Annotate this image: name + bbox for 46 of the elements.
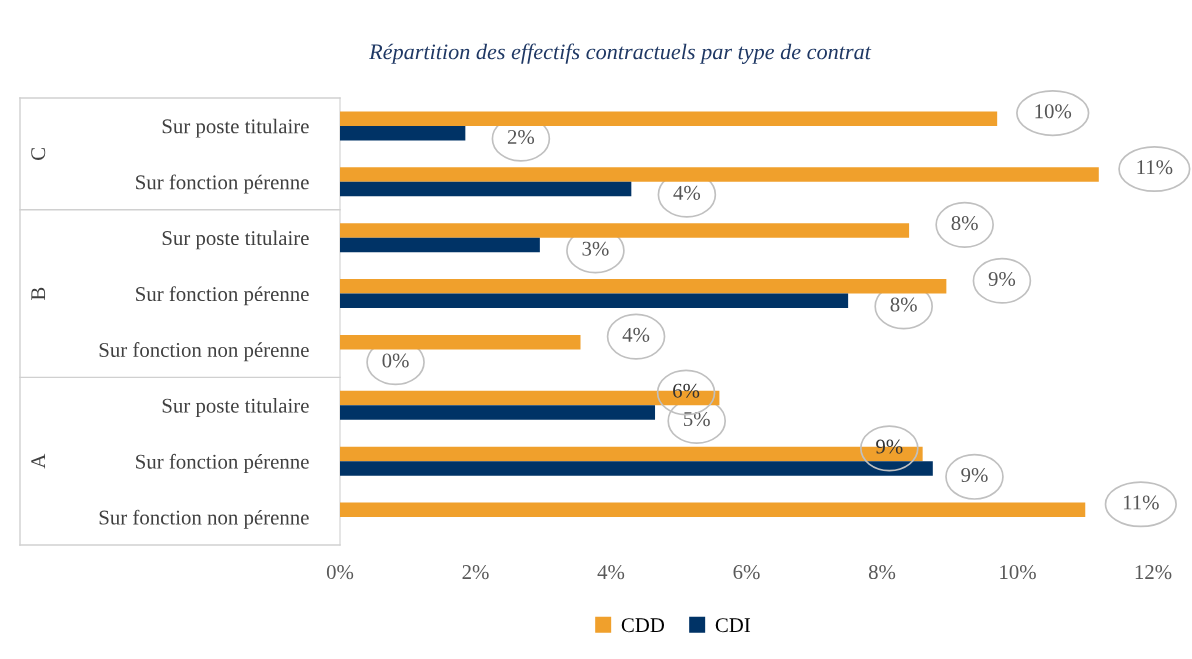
legend-label: CDD <box>621 618 665 633</box>
y-tick-label: Sur poste titulaire <box>162 230 309 250</box>
data-label: 8% <box>951 216 978 231</box>
y-tick-label: Sur fonction pérenne <box>136 453 309 473</box>
bar <box>340 111 998 126</box>
bar <box>340 167 1099 182</box>
data-label: 11% <box>1123 495 1159 510</box>
text: C <box>31 148 46 160</box>
bar <box>340 461 933 476</box>
data-label: 2% <box>507 129 535 145</box>
data-label: 5% <box>684 412 710 427</box>
legend-label: CDI <box>715 618 751 633</box>
y-tick-label: Sur fonction non pérenne <box>99 342 309 362</box>
data-label: 4% <box>673 185 701 200</box>
data-label: 4% <box>622 327 650 342</box>
y-tick-label: Sur poste titulaire <box>162 398 309 417</box>
text: B <box>31 287 46 300</box>
x-tick-label: 12% <box>1135 565 1172 580</box>
x-tick-label: 4% <box>597 565 625 580</box>
chart-title: Répartition des effectifs contractuels par type de contrat <box>369 43 872 64</box>
bar <box>340 237 540 253</box>
bar <box>340 405 656 420</box>
x-tick-label: 0% <box>326 565 354 580</box>
data-label: 8% <box>890 297 917 312</box>
y-tick-label: Sur fonction pérenne <box>136 286 309 306</box>
bar <box>340 125 466 141</box>
data-label: 3% <box>582 241 609 256</box>
data-label: 9% <box>988 271 1016 287</box>
y-tick-label: Sur fonction pérenne <box>136 174 309 194</box>
bar <box>340 279 947 294</box>
x-tick-label: 10% <box>1000 565 1036 580</box>
bar <box>340 502 1086 518</box>
data-label: 10% <box>1035 104 1072 119</box>
data-label: 11% <box>1137 160 1173 175</box>
data-label: 9% <box>961 467 988 483</box>
text: A <box>31 453 46 469</box>
x-tick-label: 2% <box>462 565 489 580</box>
x-tick-label: 6% <box>733 565 760 580</box>
bar <box>340 223 910 238</box>
bar <box>340 293 849 309</box>
bar <box>340 181 632 197</box>
data-label: 0% <box>382 353 409 368</box>
bar <box>340 334 581 350</box>
x-tick-label: 8% <box>868 565 896 580</box>
y-tick-label: Sur fonction non pérenne <box>99 509 309 529</box>
y-tick-label: Sur poste titulaire <box>162 118 309 138</box>
